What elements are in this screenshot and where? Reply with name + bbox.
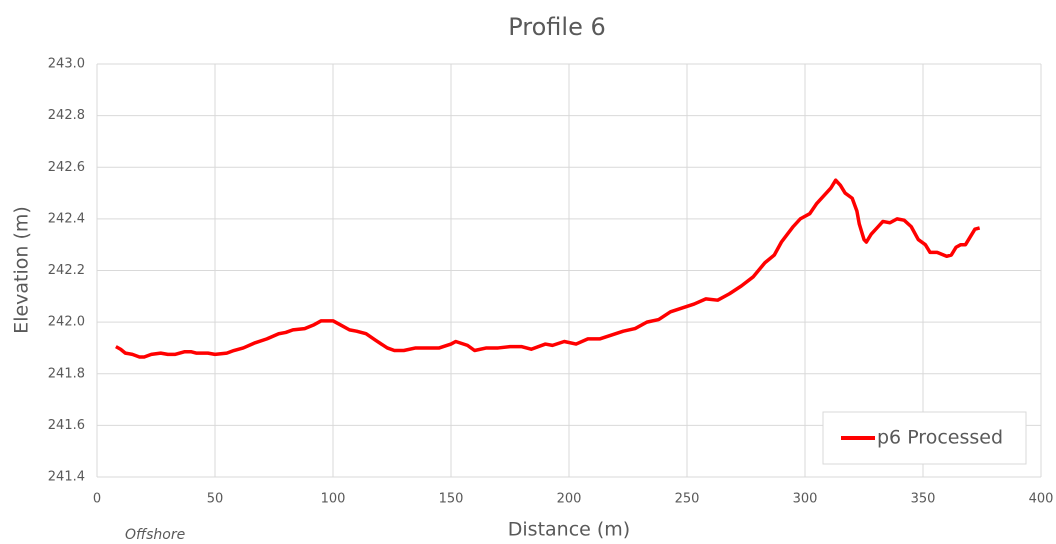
x-tick-label: 150: [439, 492, 464, 507]
x-tick-label: 300: [793, 492, 818, 507]
x-tick-label: 100: [321, 492, 346, 507]
y-tick-label: 241.4: [48, 470, 85, 485]
legend-box: [822, 411, 1027, 465]
y-tick-label: 241.6: [48, 418, 85, 433]
y-tick-label: 242.2: [48, 263, 85, 278]
y-tick-label: 241.8: [48, 366, 85, 381]
data-line: [115, 178, 981, 359]
chart-title: Profile 6: [508, 13, 606, 41]
annotation: Offshore: [125, 527, 185, 543]
legend-label: p6 Processed: [877, 427, 1003, 449]
x-tick-label: 250: [675, 492, 700, 507]
x-tick-label: 0: [93, 492, 101, 507]
y-tick-label: 242.8: [48, 108, 85, 123]
x-axis-label: Distance (m): [508, 519, 630, 541]
x-tick-label: 350: [911, 492, 936, 507]
x-tick-label: 200: [557, 492, 582, 507]
y-axis-label: Elevation (m): [11, 206, 33, 334]
y-tick-label: 242.0: [48, 315, 85, 330]
x-tick-label: 400: [1029, 492, 1054, 507]
y-tick-label: 242.4: [48, 211, 85, 226]
y-tick-label: 242.6: [48, 160, 85, 175]
y-tick-label: 243.0: [48, 57, 85, 72]
x-tick-label: 50: [207, 492, 224, 507]
